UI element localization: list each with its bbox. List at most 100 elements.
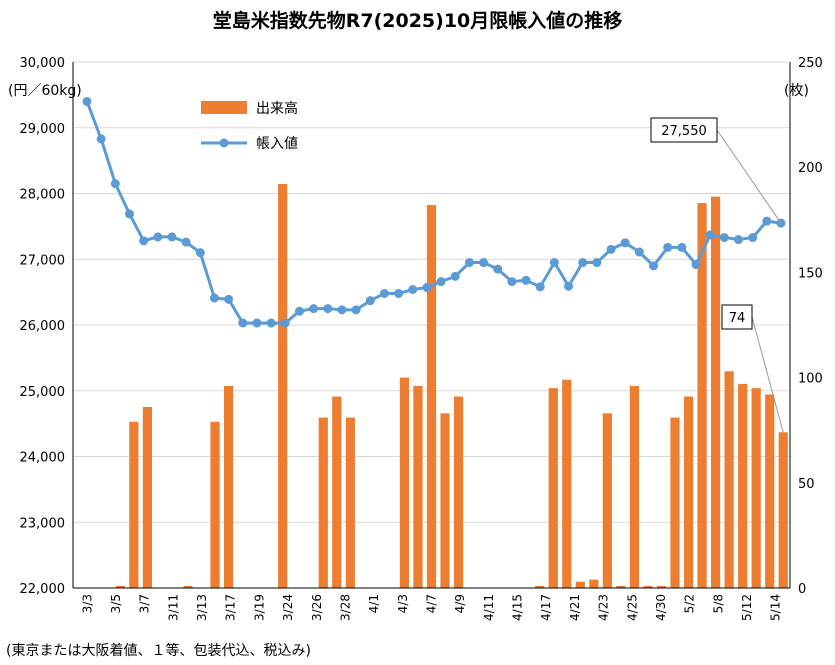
x-tick-label: 5/12 <box>740 594 754 621</box>
chart-footnote: (東京または大阪着値、１等、包装代込、税込み) <box>6 643 311 659</box>
x-tick-label: 4/30 <box>654 594 668 621</box>
volume-bar <box>589 579 599 588</box>
volume-bar <box>670 417 680 588</box>
price-point <box>564 281 574 291</box>
volume-bar <box>318 417 328 588</box>
volume-bar <box>751 388 761 588</box>
price-point <box>436 277 446 287</box>
price-point <box>394 288 404 298</box>
volume-bar <box>453 396 464 588</box>
right-tick-label: 200 <box>798 161 823 176</box>
x-tick-label: 5/14 <box>769 594 783 621</box>
left-tick-label: 28,000 <box>20 188 66 203</box>
price-point <box>82 96 92 106</box>
price-point <box>124 209 134 219</box>
annotation-box <box>721 304 753 330</box>
volume-bar <box>602 413 612 588</box>
left-tick-label: 30,000 <box>20 56 66 71</box>
price-point <box>181 237 191 247</box>
price-point <box>479 258 489 268</box>
legend-bar-label: 出来高 <box>256 100 298 117</box>
price-point <box>365 296 375 306</box>
volume-bar <box>616 585 626 588</box>
annotation-volume: 74 <box>729 311 746 326</box>
price-point <box>351 305 361 315</box>
volume-bar <box>778 432 788 588</box>
volume-bar <box>738 383 748 588</box>
left-axis-unit: (円／60kg) <box>8 83 82 99</box>
x-tick-label: 4/9 <box>453 594 467 613</box>
x-tick-label: 4/1 <box>367 594 381 613</box>
volume-bar <box>399 377 410 588</box>
volume-bar <box>697 202 707 588</box>
x-tick-label: 5/2 <box>683 594 697 613</box>
x-tick-label: 5/8 <box>711 594 725 613</box>
volume-bar <box>656 585 667 588</box>
price-point <box>620 238 630 248</box>
volume-bar <box>643 585 653 588</box>
price-point <box>691 260 701 270</box>
price-point <box>549 258 559 268</box>
price-point <box>209 293 219 303</box>
price-point <box>280 318 290 328</box>
price-point <box>748 233 758 243</box>
volume-bar <box>345 417 355 588</box>
x-tick-label: 4/15 <box>511 594 525 621</box>
price-point <box>535 282 545 292</box>
volume-bar <box>575 581 585 588</box>
left-tick-label: 27,000 <box>20 253 66 268</box>
price-point <box>677 242 687 252</box>
price-point <box>649 261 659 271</box>
annotation-price: 27,550 <box>661 124 707 139</box>
price-point <box>634 247 644 257</box>
price-point <box>719 233 729 243</box>
volume-bar <box>115 585 125 588</box>
price-point <box>252 318 262 328</box>
volume-bar <box>332 396 342 588</box>
volume-bar <box>629 386 640 588</box>
left-tick-label: 25,000 <box>20 385 66 400</box>
left-tick-label: 24,000 <box>20 451 66 466</box>
x-tick-label: 3/3 <box>80 594 94 613</box>
price-point <box>408 284 418 294</box>
annotation-leader <box>751 316 784 433</box>
x-tick-label: 3/19 <box>252 594 266 621</box>
right-tick-label: 150 <box>798 266 823 281</box>
price-point <box>663 242 673 252</box>
volume-bar <box>562 379 572 588</box>
price-point <box>606 244 616 254</box>
volume-bar <box>683 396 694 588</box>
x-tick-label: 3/7 <box>138 594 152 613</box>
volume-bar <box>710 196 721 588</box>
price-point <box>592 258 602 268</box>
x-tick-label: 4/21 <box>568 594 582 621</box>
volume-bar <box>440 413 450 588</box>
right-tick-label: 50 <box>798 477 815 492</box>
price-point <box>195 248 205 258</box>
right-tick-label: 250 <box>798 56 823 71</box>
volume-bar <box>548 388 558 588</box>
left-tick-label: 23,000 <box>20 516 66 531</box>
x-tick-label: 4/25 <box>625 594 639 621</box>
volume-bar <box>142 407 153 588</box>
volume-bar <box>210 421 220 588</box>
volume-bar <box>724 371 734 588</box>
x-tick-label: 3/28 <box>338 594 352 621</box>
x-tick-label: 4/17 <box>539 594 553 621</box>
left-tick-label: 29,000 <box>20 122 66 137</box>
legend-bar-swatch <box>201 101 247 114</box>
left-tick-label: 26,000 <box>20 319 66 334</box>
x-tick-label: 4/23 <box>597 594 611 621</box>
chart-title: 堂島米指数先物R7(2025)10月限帳入値の推移 <box>212 10 623 32</box>
legend-line-label: 帳入値 <box>256 136 298 152</box>
annotation-leader <box>716 129 782 224</box>
volume-bar <box>183 585 193 588</box>
volume-bar <box>129 421 139 588</box>
price-point <box>167 232 177 242</box>
price-point <box>266 318 276 328</box>
price-point <box>294 306 304 316</box>
x-tick-label: 3/17 <box>224 594 238 621</box>
volume-bar <box>535 585 545 588</box>
